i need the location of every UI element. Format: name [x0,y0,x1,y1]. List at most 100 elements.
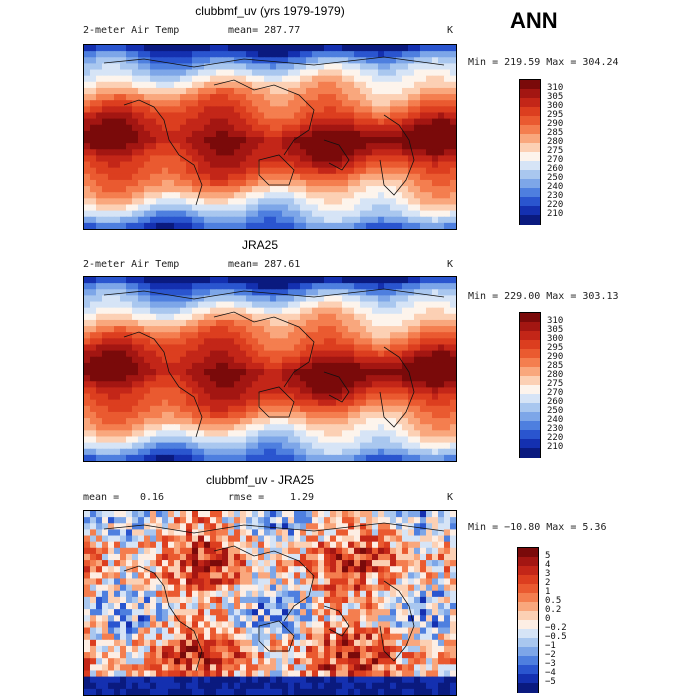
field-cell [258,553,265,561]
field-cell [426,313,433,321]
field-cell [126,381,133,388]
field-cell [246,442,253,450]
field-cell [378,547,385,555]
field-cell [144,137,151,144]
field-cell [402,338,409,346]
field-cell [264,216,271,224]
field-cell [354,198,361,206]
field-cell [444,350,451,358]
field-cell [300,155,307,163]
field-cell [90,216,97,224]
field-cell [138,369,145,376]
field-cell [360,535,367,543]
field-cell [366,387,373,395]
field-cell [330,511,337,518]
field-cell [108,547,115,555]
field-cell [240,51,247,58]
field-cell [396,350,403,358]
field-cell [108,362,115,370]
field-cell [276,137,283,144]
field-cell [126,118,133,126]
field-cell [378,369,385,376]
field-cell [354,517,361,524]
field-cell [396,51,403,58]
field-cell [168,100,175,107]
field-cell [144,319,151,327]
field-cell [162,566,169,573]
field-cell [378,63,385,71]
field-cell [258,210,265,218]
field-cell [210,167,217,175]
field-cell [252,313,259,321]
field-cell [330,615,337,622]
field-cell [84,529,91,537]
field-cell [156,332,163,339]
field-cell [216,411,223,419]
field-cell [114,369,121,376]
field-cell [402,560,409,567]
field-cell [150,313,157,321]
field-cell [294,222,301,229]
field-cell [336,155,343,163]
field-cell [384,75,391,83]
field-cell [258,560,265,567]
field-cell [246,541,253,549]
field-cell [402,523,409,530]
field-cell [234,45,241,52]
field-cell [168,369,175,376]
field-cell [438,186,445,193]
field-cell [132,405,139,413]
field-cell [432,222,439,229]
field-cell [102,560,109,567]
field-cell [180,615,187,622]
field-cell [228,173,235,181]
field-cell [366,405,373,413]
field-cell [432,179,439,187]
field-cell [420,541,427,549]
field-cell [132,411,139,419]
field-cell [90,553,97,561]
field-cell [96,566,103,573]
field-cell [186,57,193,64]
field-cell [324,130,331,138]
field-cell [144,118,151,126]
field-cell [228,319,235,327]
field-cell [444,198,451,206]
field-cell [288,94,295,101]
field-cell [96,283,103,290]
field-cell [108,615,115,622]
field-cell [138,204,145,212]
field-cell [390,283,397,290]
field-cell [300,332,307,339]
colorbar-swatch [520,430,540,440]
field-cell [192,186,199,193]
field-cell [234,362,241,370]
field-cell [126,81,133,89]
field-cell [186,393,193,401]
field-cell [180,584,187,592]
field-cell [402,356,409,364]
field-cell [336,326,343,333]
field-cell [402,381,409,388]
field-cell [384,369,391,376]
colorbar-label: 250 [547,173,564,183]
field-cell [432,216,439,224]
field-cell [192,173,199,181]
field-cell [108,424,115,431]
field-cell [312,393,319,401]
field-cell [336,375,343,382]
field-cell [102,192,109,199]
field-cell [228,167,235,175]
field-cell [216,442,223,450]
field-cell [222,51,229,58]
field-cell [450,448,456,456]
field-cell [294,167,301,175]
field-cell [438,301,445,309]
field-cell [378,179,385,187]
field-cell [342,547,349,555]
field-cell [306,448,313,456]
field-cell [282,295,289,303]
field-cell [84,186,91,193]
field-cell [402,51,409,58]
field-cell [96,448,103,456]
